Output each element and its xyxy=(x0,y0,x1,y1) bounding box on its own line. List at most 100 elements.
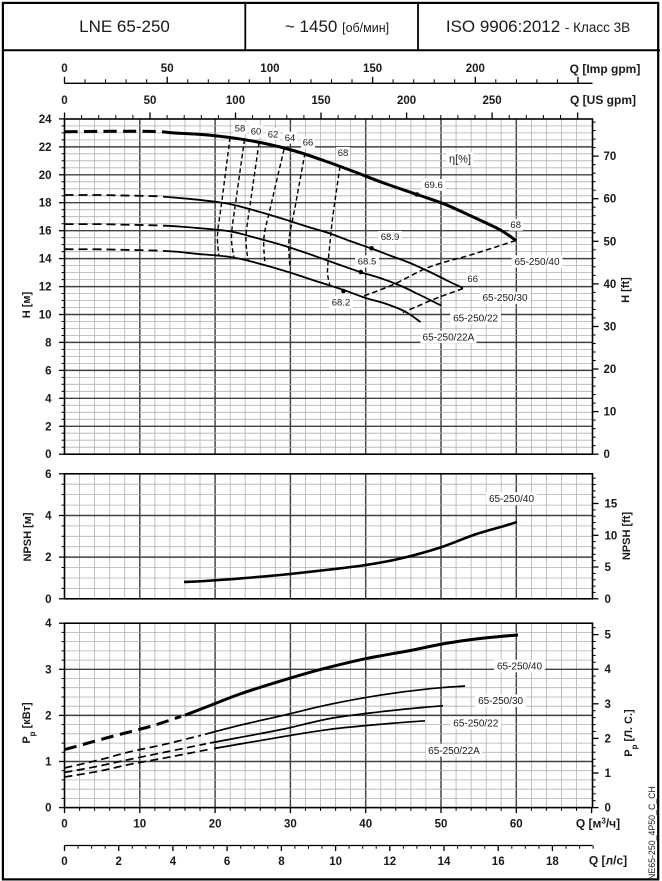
svg-text:4: 4 xyxy=(45,618,52,630)
svg-text:8: 8 xyxy=(45,337,52,349)
svg-text:12: 12 xyxy=(383,856,396,868)
svg-text:Q [Imp gpm]: Q [Imp gpm] xyxy=(570,62,641,76)
svg-text:65-250/40: 65-250/40 xyxy=(497,661,542,672)
svg-text:0: 0 xyxy=(61,63,67,75)
svg-text:16: 16 xyxy=(39,226,52,238)
svg-text:4: 4 xyxy=(605,664,612,676)
svg-text:0: 0 xyxy=(605,594,611,606)
svg-text:0: 0 xyxy=(45,803,51,815)
svg-text:6: 6 xyxy=(224,856,230,868)
svg-text:30: 30 xyxy=(604,322,617,334)
svg-text:100: 100 xyxy=(226,95,245,107)
svg-text:ISO 9906:2012 - Класс 3В: ISO 9906:2012 - Класс 3В xyxy=(446,17,630,36)
svg-text:14: 14 xyxy=(39,254,52,266)
svg-text:10: 10 xyxy=(39,310,52,322)
svg-text:62: 62 xyxy=(268,129,279,140)
svg-text:6: 6 xyxy=(45,365,51,377)
svg-text:68.2: 68.2 xyxy=(332,298,351,309)
svg-text:14: 14 xyxy=(438,856,451,868)
svg-text:24: 24 xyxy=(39,114,52,126)
svg-text:6: 6 xyxy=(45,469,51,481)
svg-text:0: 0 xyxy=(605,803,611,815)
svg-text:10: 10 xyxy=(605,530,618,542)
svg-text:60: 60 xyxy=(510,819,523,831)
svg-text:LNE 65-250: LNE 65-250 xyxy=(79,17,170,36)
svg-text:NE65-250_4P50_C_CH: NE65-250_4P50_C_CH xyxy=(647,786,657,880)
svg-text:65-250/40: 65-250/40 xyxy=(489,494,534,505)
svg-text:68.9: 68.9 xyxy=(381,232,400,243)
svg-text:68: 68 xyxy=(338,148,349,159)
svg-text:50: 50 xyxy=(435,819,448,831)
svg-text:~ 1450 [об/мин]: ~ 1450 [об/мин] xyxy=(285,17,389,36)
svg-text:40: 40 xyxy=(604,279,617,291)
svg-text:4: 4 xyxy=(45,511,52,523)
svg-text:60: 60 xyxy=(251,127,262,138)
svg-text:5: 5 xyxy=(605,630,612,642)
svg-text:40: 40 xyxy=(359,819,372,831)
svg-text:66: 66 xyxy=(467,274,478,285)
svg-text:66: 66 xyxy=(303,138,314,149)
svg-text:20: 20 xyxy=(39,170,52,182)
svg-text:0: 0 xyxy=(61,856,67,868)
svg-text:Pp [Л. С.]: Pp [Л. С.] xyxy=(623,709,639,757)
svg-text:0: 0 xyxy=(604,449,610,461)
svg-text:1: 1 xyxy=(605,768,612,780)
svg-text:30: 30 xyxy=(284,819,297,831)
svg-text:10: 10 xyxy=(133,819,146,831)
svg-text:20: 20 xyxy=(604,364,617,376)
svg-text:250: 250 xyxy=(483,95,502,107)
svg-text:150: 150 xyxy=(311,95,330,107)
svg-text:0: 0 xyxy=(45,594,51,606)
svg-text:12: 12 xyxy=(39,282,52,294)
svg-text:68: 68 xyxy=(510,220,521,231)
svg-text:69.6: 69.6 xyxy=(424,180,443,191)
svg-text:200: 200 xyxy=(466,63,485,75)
svg-text:2: 2 xyxy=(45,552,51,564)
svg-text:10: 10 xyxy=(604,407,617,419)
svg-text:Q [м3/ч]: Q [м3/ч] xyxy=(576,816,620,831)
svg-text:H [ft]: H [ft] xyxy=(620,277,632,303)
svg-text:50: 50 xyxy=(604,236,617,248)
svg-text:H [м]: H [м] xyxy=(21,291,33,318)
svg-text:NPSH [ft]: NPSH [ft] xyxy=(621,512,633,561)
svg-text:η[%]: η[%] xyxy=(449,154,471,166)
svg-text:68.5: 68.5 xyxy=(358,257,377,268)
svg-text:18: 18 xyxy=(546,856,559,868)
svg-text:50: 50 xyxy=(144,95,157,107)
svg-text:0: 0 xyxy=(61,819,67,831)
svg-text:150: 150 xyxy=(363,63,382,75)
svg-text:16: 16 xyxy=(492,856,505,868)
svg-text:15: 15 xyxy=(605,499,618,511)
svg-text:22: 22 xyxy=(39,142,52,154)
svg-text:65-250/30: 65-250/30 xyxy=(478,696,523,707)
svg-text:64: 64 xyxy=(285,133,296,144)
svg-text:10: 10 xyxy=(329,856,342,868)
svg-text:4: 4 xyxy=(45,393,52,405)
svg-text:2: 2 xyxy=(605,733,611,745)
svg-text:NPSH [м]: NPSH [м] xyxy=(22,512,34,561)
svg-text:65-250/30: 65-250/30 xyxy=(482,293,527,304)
svg-text:8: 8 xyxy=(278,856,285,868)
svg-text:65-250/22: 65-250/22 xyxy=(453,313,498,324)
svg-text:1: 1 xyxy=(45,757,52,769)
svg-text:50: 50 xyxy=(161,63,174,75)
svg-text:0: 0 xyxy=(45,449,51,461)
svg-text:0: 0 xyxy=(61,95,67,107)
svg-text:3: 3 xyxy=(605,699,611,711)
svg-text:2: 2 xyxy=(45,421,51,433)
svg-text:18: 18 xyxy=(39,198,52,210)
svg-text:5: 5 xyxy=(605,562,612,574)
svg-text:200: 200 xyxy=(397,95,416,107)
svg-text:Q [US gpm]: Q [US gpm] xyxy=(570,93,636,107)
svg-text:60: 60 xyxy=(604,194,617,206)
svg-text:65-250/22A: 65-250/22A xyxy=(423,332,475,343)
svg-text:2: 2 xyxy=(115,856,121,868)
svg-text:70: 70 xyxy=(604,151,617,163)
svg-text:2: 2 xyxy=(45,710,51,722)
svg-text:100: 100 xyxy=(260,63,279,75)
svg-text:65-250/40: 65-250/40 xyxy=(514,257,559,268)
svg-text:65-250/22: 65-250/22 xyxy=(453,718,498,729)
svg-text:20: 20 xyxy=(209,819,222,831)
svg-text:4: 4 xyxy=(170,856,177,868)
svg-text:Q [л/с]: Q [л/с] xyxy=(589,854,627,868)
